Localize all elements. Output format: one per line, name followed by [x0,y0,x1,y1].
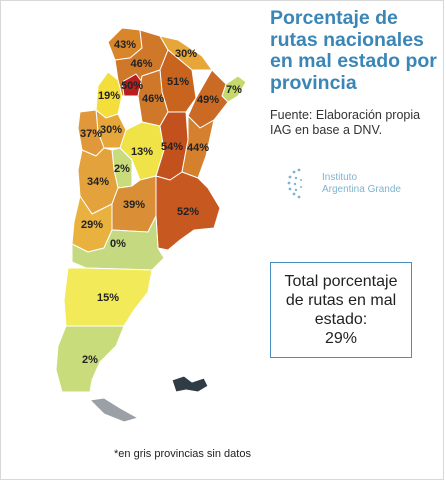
province-entre-rios [181,115,215,179]
total-line-2: de rutas en mal [285,292,397,309]
province-tierra-del-fuego [89,397,139,423]
province-label-cordoba: 13% [131,146,153,158]
province-label-formosa: 30% [175,48,197,60]
argentina-province-map: 43%46%30%51%7%50%19% 46% 49%30%37%13% 54% 44… [55,27,247,423]
dotted-globe-icon [287,168,302,199]
province-label-rio-negro: 0% [110,238,126,250]
province-label-jujuy: 43% [114,39,136,51]
province-label-la-rioja: 30% [100,124,122,136]
province-label-san-luis: 2% [114,163,130,175]
province-label-misiones: 7% [226,84,242,96]
total-summary-box: Total porcentaje de rutas en mal estado:… [270,262,412,358]
province-label-san-juan: 37% [80,128,102,140]
province-label-mendoza: 34% [87,176,109,188]
province-chubut [63,267,153,327]
footnote: *en gris provincias sin datos [114,448,251,460]
province-label-neuquen: 29% [81,219,103,231]
logo-line-1: Instituto [322,172,358,183]
province-label-la-pampa: 39% [123,199,145,211]
province-label-santa-fe: 54% [161,141,183,153]
province-label-chubut: 15% [97,292,119,304]
province-label-catamarca: 19% [98,90,120,102]
total-line-3: estado: [314,311,368,328]
total-line-1: Total porcentaje [284,273,398,290]
map-title: Porcentaje de rutas nacionales en mal es… [270,7,437,94]
province-santa-cruz [55,325,125,393]
province-label-salta: 46% [130,58,152,70]
province-label-tucuman: 50% [121,80,143,92]
total-value: 29% [324,330,358,347]
province-islas-malvinas [171,375,209,393]
institute-logo: Instituto Argentina Grande [286,166,436,206]
province-label-santa-cruz: 2% [82,354,98,366]
province-label-santiago-del-estero: 46% [142,93,164,105]
province-label-buenos-aires: 52% [177,206,199,218]
province-rio-negro [71,215,165,271]
source-note: Fuente: Elaboración propia IAG en base a… [270,108,421,137]
logo-line-2: Argentina Grande [322,184,401,195]
province-label-corrientes: 49% [197,94,219,106]
province-label-chaco: 51% [167,76,189,88]
logo-text: Instituto Argentina Grande [322,172,401,196]
province-label-entre-rios: 44% [187,142,209,154]
